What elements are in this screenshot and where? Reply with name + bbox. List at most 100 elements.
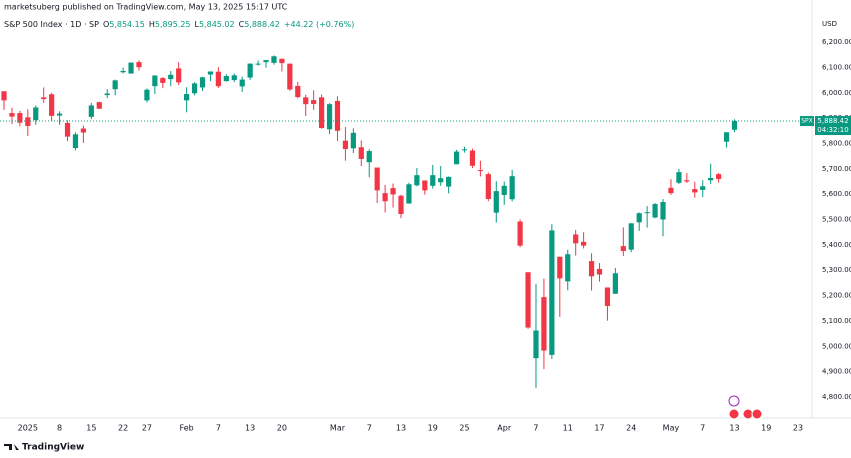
candle-body: [517, 221, 523, 246]
candle-body: [708, 177, 714, 181]
event-icon: [728, 408, 740, 420]
candle-body: [398, 195, 404, 214]
candle-body: [604, 287, 611, 306]
x-tick-label: 13: [245, 424, 255, 433]
x-tick-label: 24: [626, 424, 636, 433]
symbol-tag: SPX: [801, 118, 813, 125]
x-tick-label: 17: [594, 424, 604, 433]
currency: USD: [822, 20, 837, 28]
y-tick-label: 5,500.00: [822, 216, 851, 224]
candle-body: [692, 189, 698, 193]
event-icon: [728, 395, 740, 407]
candle-body: [525, 272, 531, 328]
candle-body: [723, 132, 730, 142]
candle-body: [612, 273, 618, 294]
candle-body: [41, 97, 47, 100]
legend-change: +44.22 (+0.76%): [284, 20, 355, 29]
candle-body: [636, 213, 642, 223]
candle-body: [342, 140, 349, 150]
candle-body: [366, 151, 372, 163]
event-icon: [751, 408, 763, 420]
candle-body: [56, 113, 63, 116]
y-tick-label: 5,800.00: [822, 139, 851, 147]
x-tick-label: 22: [118, 424, 128, 433]
candle-body: [565, 254, 571, 282]
legend-value: 5,895.25: [155, 20, 191, 29]
candle-body: [271, 56, 277, 63]
candle-body: [120, 70, 126, 73]
candle-body: [279, 58, 285, 64]
x-tick-label: 11: [563, 424, 573, 433]
candle-body: [422, 180, 428, 191]
candle-body: [588, 261, 595, 277]
candle-body: [112, 80, 118, 90]
x-tick-label: 19: [428, 424, 438, 433]
candle-body: [287, 63, 293, 90]
candle-body: [191, 83, 198, 94]
x-tick-label: 15: [86, 424, 96, 433]
candle-body: [446, 176, 452, 187]
candle-body: [223, 76, 229, 82]
candle-body: [644, 212, 650, 214]
x-tick-label: May: [663, 424, 680, 433]
candle-body: [596, 268, 603, 275]
candle-body: [160, 78, 166, 83]
candle-body: [541, 297, 547, 351]
x-tick-label: 23: [793, 424, 803, 433]
candle-body: [684, 180, 690, 182]
candle-body: [239, 79, 245, 87]
candle-body: [64, 122, 71, 137]
candle-body: [382, 193, 388, 202]
brand: TradingView: [22, 443, 84, 453]
x-tick-label: 13: [396, 424, 406, 433]
candle-body: [676, 172, 682, 183]
candle-body: [33, 107, 39, 121]
x-tick-label: Apr: [497, 424, 512, 433]
legend-key: O: [103, 20, 109, 29]
candle-body: [152, 75, 158, 87]
candle-body: [17, 113, 23, 123]
candle-body: [501, 185, 507, 195]
candle-body: [231, 75, 237, 81]
brand-logo: [4, 444, 19, 450]
candle-body: [406, 184, 412, 204]
y-tick-label: 5,200.00: [822, 292, 851, 300]
candle-body: [350, 132, 356, 149]
price-label-box: [815, 116, 851, 136]
x-tick-label: 7: [216, 424, 221, 433]
candle-body: [319, 97, 325, 129]
candle-body: [9, 113, 15, 117]
candle-body: [136, 62, 142, 68]
candle-body: [303, 97, 309, 105]
legend: S&P 500 Index · 1D · SP O5,854.15 H5,895.2…: [4, 20, 354, 29]
legend-key: H: [149, 20, 155, 29]
x-tick-label: 19: [761, 424, 771, 433]
legend-symbol: S&P 500 Index · 1D · SP: [4, 20, 99, 29]
x-tick-label: 25: [459, 424, 469, 433]
candle-body: [716, 174, 722, 179]
candle-body: [573, 234, 579, 244]
candle-body: [477, 170, 483, 172]
legend-value: 5,845.02: [199, 20, 235, 29]
price-label: 5,888.42: [817, 117, 848, 125]
x-tick-label: Mar: [330, 424, 346, 433]
y-tick-label: 6,200.00: [822, 38, 851, 46]
candle-body: [49, 94, 55, 116]
candle-body: [620, 246, 626, 251]
candle-body: [358, 147, 364, 159]
candle-body: [533, 330, 539, 359]
countdown: 04:32:10: [817, 126, 848, 134]
candle-body: [1, 91, 7, 101]
candle-body: [438, 178, 444, 183]
x-tick-label: 13: [729, 424, 739, 433]
candle-body: [700, 186, 706, 190]
candle-body: [128, 62, 134, 74]
candle-body: [374, 167, 380, 191]
x-tick-label: 7: [700, 424, 705, 433]
candle-body: [581, 241, 587, 246]
candle-body: [207, 71, 214, 75]
candle-body: [80, 128, 86, 133]
candle-body: [326, 104, 333, 130]
y-tick-label: 5,700.00: [822, 165, 851, 173]
